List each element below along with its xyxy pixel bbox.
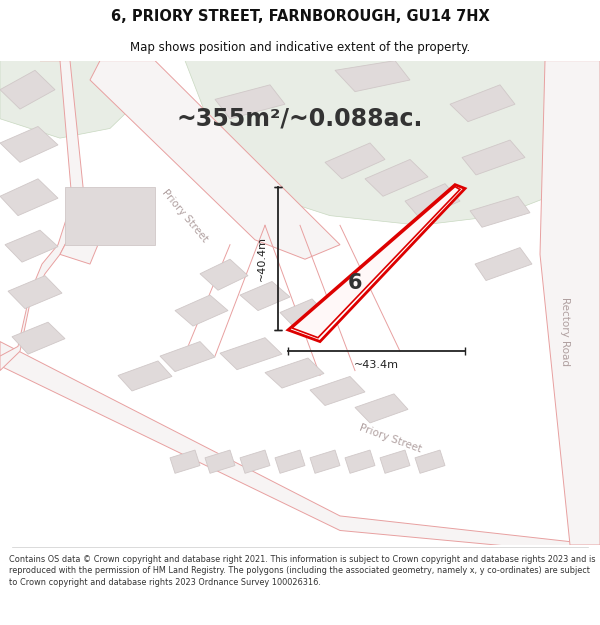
Text: ~43.4m: ~43.4m [354, 360, 399, 370]
Polygon shape [310, 376, 365, 406]
Polygon shape [175, 61, 600, 225]
Polygon shape [280, 299, 328, 329]
Polygon shape [8, 276, 62, 309]
Polygon shape [292, 186, 460, 338]
Text: Priory Street: Priory Street [160, 188, 210, 244]
Polygon shape [275, 450, 305, 473]
Polygon shape [380, 450, 410, 473]
Text: Map shows position and indicative extent of the property.: Map shows position and indicative extent… [130, 41, 470, 54]
Polygon shape [450, 85, 515, 122]
Polygon shape [0, 70, 55, 109]
Polygon shape [0, 341, 600, 555]
Polygon shape [205, 450, 235, 473]
Polygon shape [240, 281, 290, 311]
Polygon shape [470, 196, 530, 228]
Polygon shape [12, 322, 65, 354]
Text: ~355m²/~0.088ac.: ~355m²/~0.088ac. [177, 107, 423, 131]
Polygon shape [220, 338, 282, 369]
Polygon shape [60, 206, 110, 264]
Polygon shape [462, 140, 525, 175]
Polygon shape [288, 184, 465, 341]
Polygon shape [0, 179, 58, 216]
Text: 6: 6 [348, 274, 362, 294]
Polygon shape [160, 341, 215, 372]
Text: Contains OS data © Crown copyright and database right 2021. This information is : Contains OS data © Crown copyright and d… [9, 554, 595, 588]
Polygon shape [0, 61, 140, 138]
Polygon shape [475, 248, 532, 281]
Polygon shape [240, 450, 270, 473]
Polygon shape [405, 184, 460, 219]
Polygon shape [0, 126, 58, 162]
Text: 6, PRIORY STREET, FARNBOROUGH, GU14 7HX: 6, PRIORY STREET, FARNBOROUGH, GU14 7HX [110, 9, 490, 24]
Polygon shape [540, 61, 600, 545]
Polygon shape [200, 259, 248, 290]
Polygon shape [365, 159, 428, 196]
Polygon shape [65, 186, 155, 244]
Text: Rectory Road: Rectory Road [560, 298, 570, 366]
Polygon shape [90, 61, 340, 259]
Polygon shape [310, 450, 340, 473]
Polygon shape [118, 361, 172, 391]
Polygon shape [215, 85, 285, 119]
Text: Priory Street: Priory Street [358, 422, 422, 454]
Polygon shape [335, 61, 410, 92]
Polygon shape [175, 295, 228, 326]
Polygon shape [325, 143, 385, 179]
Text: ~40.4m: ~40.4m [257, 236, 267, 281]
Polygon shape [355, 394, 408, 423]
Polygon shape [345, 450, 375, 473]
Polygon shape [0, 61, 85, 371]
Polygon shape [170, 450, 200, 473]
Polygon shape [265, 358, 324, 388]
Polygon shape [415, 450, 445, 473]
Polygon shape [5, 230, 58, 262]
